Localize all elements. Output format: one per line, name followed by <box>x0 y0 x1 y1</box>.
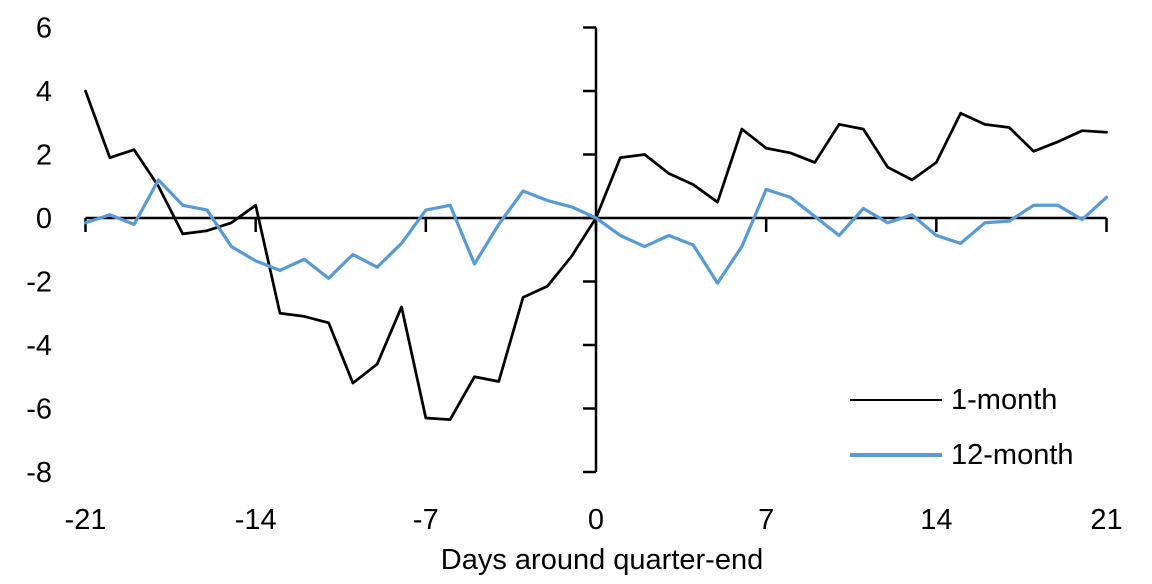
y-tick-label: 0 <box>36 203 52 235</box>
x-tick-label: 7 <box>758 504 774 536</box>
x-tick-label: -7 <box>413 504 439 536</box>
legend-label-12-month: 12-month <box>951 438 1074 471</box>
x-tick-label: -21 <box>65 504 107 536</box>
x-axis-title: Days around quarter-end <box>440 544 764 576</box>
legend: 1-month 12-month <box>850 383 1140 493</box>
x-tick-label: 14 <box>920 504 952 536</box>
x-tick-label: 21 <box>1090 504 1122 536</box>
y-tick-label: 6 <box>36 13 52 45</box>
x-tick-label: -14 <box>235 504 277 536</box>
legend-label-1-month: 1-month <box>951 383 1058 416</box>
x-tick-label: 0 <box>588 504 604 536</box>
y-tick-label: -2 <box>26 267 52 299</box>
y-tick-label: 2 <box>36 140 52 172</box>
legend-item-12-month: 12-month <box>850 438 1140 472</box>
legend-swatch-12-month <box>850 453 942 457</box>
y-tick-label: -6 <box>26 394 52 426</box>
series-line-12-month <box>83 178 1109 285</box>
legend-item-1-month: 1-month <box>850 383 1140 417</box>
legend-swatch-1-month <box>850 398 942 402</box>
y-tick-label: -4 <box>26 330 52 362</box>
y-tick-label: 4 <box>36 76 52 108</box>
y-tick-label: -8 <box>26 457 52 489</box>
